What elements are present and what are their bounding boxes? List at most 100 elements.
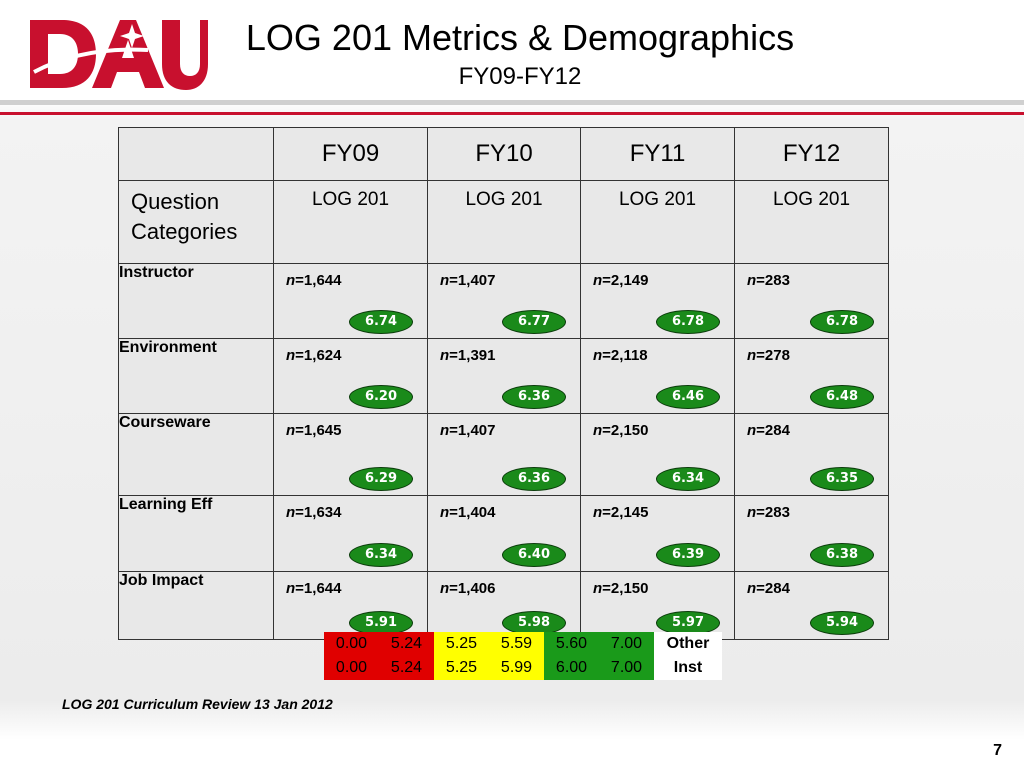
- sample-size-value: =1,407: [449, 272, 496, 289]
- sample-size: n=2,149: [593, 272, 648, 289]
- course-label: LOG 201: [273, 180, 428, 264]
- data-cell: n=283 6.38: [734, 495, 889, 572]
- data-cell: n=1,406 5.98: [427, 571, 581, 640]
- score-badge: 6.34: [656, 467, 720, 491]
- legend-row-inst: 0.00 5.24 5.25 5.99 6.00 7.00 Inst: [324, 656, 722, 680]
- score-badge: 6.40: [502, 543, 566, 567]
- table-row: Instructor n=1,644 6.74 n=1,407 6.77 n=2,1…: [118, 263, 889, 339]
- header-divider-red: [0, 112, 1024, 115]
- data-cell: n=1,644 6.74: [273, 263, 428, 339]
- data-cell: n=278 6.48: [734, 338, 889, 414]
- sample-size: n=2,118: [593, 347, 648, 364]
- category-label: Learning Eff: [118, 495, 274, 572]
- n-symbol: n: [747, 347, 757, 364]
- score-badge: 6.77: [502, 310, 566, 334]
- n-symbol: n: [286, 347, 296, 364]
- data-cell: n=283 6.78: [734, 263, 889, 339]
- sample-size-value: =1,624: [295, 347, 342, 364]
- sample-size: n=283: [747, 272, 790, 289]
- question-categories-label: Question Categories: [118, 180, 274, 264]
- n-symbol: n: [440, 347, 450, 364]
- score-badge: 6.29: [349, 467, 413, 491]
- sample-size-value: =1,404: [449, 504, 496, 521]
- data-cell: n=1,391 6.36: [427, 338, 581, 414]
- score-badge: 6.74: [349, 310, 413, 334]
- legend-red-high: 5.24: [379, 632, 434, 656]
- footer-note: LOG 201 Curriculum Review 13 Jan 2012: [62, 696, 333, 712]
- data-cell: n=2,118 6.46: [580, 338, 735, 414]
- sample-size-value: =1,645: [295, 422, 342, 439]
- score-badge: 5.98: [502, 611, 566, 635]
- score-badge: 6.36: [502, 385, 566, 409]
- legend-row-other: 0.00 5.24 5.25 5.59 5.60 7.00 Other: [324, 632, 722, 656]
- sample-size-value: =283: [756, 504, 790, 521]
- legend-green-low: 6.00: [544, 656, 599, 680]
- data-cell: n=1,624 6.20: [273, 338, 428, 414]
- data-cell: n=1,644 5.91: [273, 571, 428, 640]
- year-header: FY11: [580, 127, 735, 181]
- slide-subtitle: FY09-FY12: [458, 63, 582, 90]
- sample-size: n=2,150: [593, 580, 648, 597]
- legend-green-high: 7.00: [599, 656, 654, 680]
- legend-yellow-low: 5.25: [434, 632, 489, 656]
- data-cell: n=284 6.35: [734, 413, 889, 496]
- data-cell: n=1,407 6.77: [427, 263, 581, 339]
- dau-logo: [30, 20, 208, 90]
- score-badge: 6.20: [349, 385, 413, 409]
- sample-size: n=1,634: [286, 504, 341, 521]
- sample-size: n=1,404: [440, 504, 495, 521]
- legend-green-low: 5.60: [544, 632, 599, 656]
- sample-size: n=278: [747, 347, 790, 364]
- header-divider-gray: [0, 100, 1024, 105]
- legend-label: Inst: [654, 656, 722, 680]
- category-label: Courseware: [118, 413, 274, 496]
- sample-size: n=1,406: [440, 580, 495, 597]
- legend-yellow-low: 5.25: [434, 656, 489, 680]
- sample-size: n=1,644: [286, 580, 341, 597]
- course-label: LOG 201: [580, 180, 735, 264]
- sample-size-value: =2,118: [602, 347, 648, 364]
- sample-size: n=284: [747, 422, 790, 439]
- data-cell: n=1,634 6.34: [273, 495, 428, 572]
- n-symbol: n: [593, 422, 603, 439]
- legend-red-low: 0.00: [324, 656, 379, 680]
- sample-size-value: =2,150: [602, 580, 649, 597]
- sample-size-value: =1,644: [295, 580, 342, 597]
- sample-size-value: =2,145: [602, 504, 649, 521]
- data-cell: n=2,149 6.78: [580, 263, 735, 339]
- course-label: LOG 201: [427, 180, 581, 264]
- n-symbol: n: [440, 580, 450, 597]
- n-symbol: n: [593, 504, 603, 521]
- score-badge: 6.78: [656, 310, 720, 334]
- sample-size-value: =284: [756, 580, 790, 597]
- legend-red-high: 5.24: [379, 656, 434, 680]
- data-cell: n=1,645 6.29: [273, 413, 428, 496]
- sample-size: n=1,407: [440, 422, 495, 439]
- score-badge: 6.36: [502, 467, 566, 491]
- category-label: Environment: [118, 338, 274, 414]
- score-badge: 6.78: [810, 310, 874, 334]
- n-symbol: n: [286, 422, 296, 439]
- sample-size-value: =2,149: [602, 272, 649, 289]
- n-symbol: n: [440, 272, 450, 289]
- table-row: Courseware n=1,645 6.29 n=1,407 6.36 n=2,1…: [118, 413, 889, 496]
- course-header-row: Question Categories LOG 201 LOG 201 LOG …: [118, 180, 889, 264]
- sample-size-value: =283: [756, 272, 790, 289]
- category-label: Job Impact: [118, 571, 274, 640]
- table-row: Environment n=1,624 6.20 n=1,391 6.36 n=2,…: [118, 338, 889, 414]
- sample-size-value: =1,644: [295, 272, 342, 289]
- n-symbol: n: [593, 272, 603, 289]
- sample-size-value: =1,406: [449, 580, 496, 597]
- data-cell: n=2,150 6.34: [580, 413, 735, 496]
- sample-size: n=1,391: [440, 347, 495, 364]
- n-symbol: n: [747, 580, 757, 597]
- score-badge: 5.91: [349, 611, 413, 635]
- sample-size: n=1,407: [440, 272, 495, 289]
- table-row: Job Impact n=1,644 5.91 n=1,406 5.98 n=2,1…: [118, 571, 889, 640]
- score-badge: 5.97: [656, 611, 720, 635]
- n-symbol: n: [747, 504, 757, 521]
- n-symbol: n: [440, 422, 450, 439]
- sample-size-value: =2,150: [602, 422, 649, 439]
- legend-yellow-high: 5.59: [489, 632, 544, 656]
- legend-yellow-high: 5.99: [489, 656, 544, 680]
